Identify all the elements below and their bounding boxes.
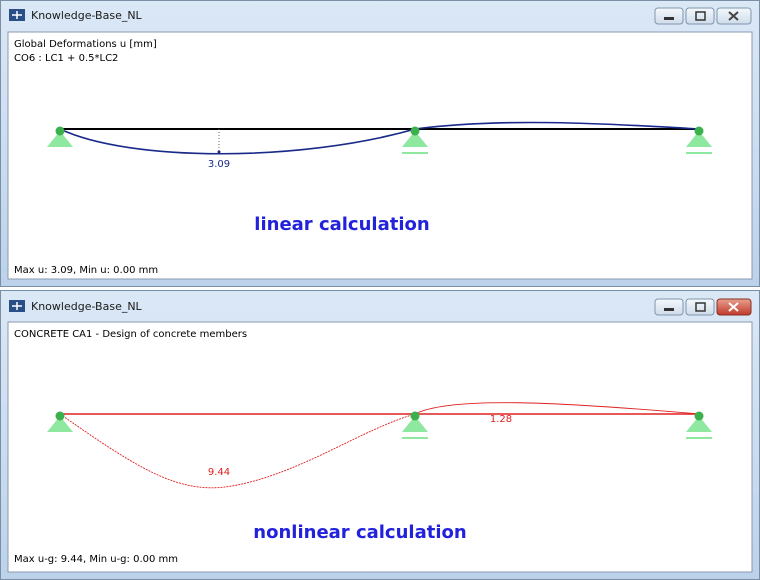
deformation-curve bbox=[414, 121, 700, 130]
close-button[interactable] bbox=[716, 7, 752, 25]
maximize-button[interactable] bbox=[685, 298, 715, 316]
header-line: Global Deformations u [mm] bbox=[14, 39, 157, 50]
status-line: Max u-g: 9.44, Min u-g: 0.00 mm bbox=[14, 554, 178, 565]
window-title: Knowledge-Base_NL bbox=[31, 9, 143, 22]
deformation-curve bbox=[59, 413, 416, 489]
value-label: 9.44 bbox=[208, 467, 230, 478]
caption: linear calculation bbox=[254, 214, 429, 235]
maximize-button[interactable] bbox=[685, 7, 715, 25]
status-line: Max u: 3.09, Min u: 0.00 mm bbox=[14, 265, 158, 276]
minimize-button[interactable] bbox=[654, 7, 684, 25]
window: Knowledge-Base_NL Global Deformations u … bbox=[0, 0, 760, 287]
deformation-curve bbox=[414, 402, 700, 415]
value-label: 1.28 bbox=[490, 414, 512, 425]
caption: nonlinear calculation bbox=[253, 522, 466, 543]
value-label: 3.09 bbox=[208, 159, 230, 170]
close-button[interactable] bbox=[716, 298, 752, 316]
view-area bbox=[7, 31, 753, 280]
window: Knowledge-Base_NL CONCRETE CA1 - Design … bbox=[0, 290, 760, 580]
deformation-curve bbox=[59, 128, 416, 155]
header-line: CO6 : LC1 + 0.5*LC2 bbox=[14, 53, 118, 64]
header-line: CONCRETE CA1 - Design of concrete member… bbox=[14, 329, 247, 340]
minimize-button[interactable] bbox=[654, 298, 684, 316]
window-title: Knowledge-Base_NL bbox=[31, 300, 143, 313]
view-area bbox=[7, 321, 753, 573]
